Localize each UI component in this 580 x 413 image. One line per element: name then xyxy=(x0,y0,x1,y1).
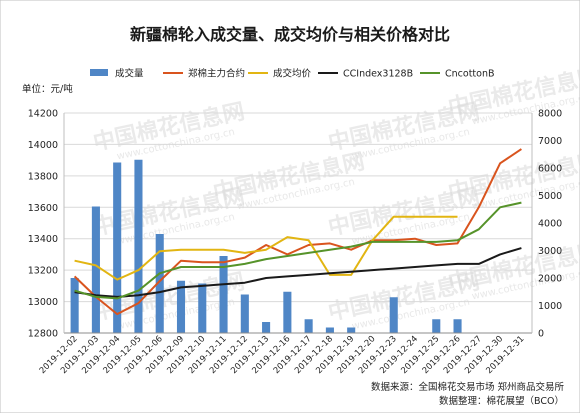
y-right-tick-label: 7000 xyxy=(538,136,562,147)
data-source-text: 数据来源：全国棉花交易市场 郑州商品交易所 xyxy=(371,381,565,393)
line-series-group xyxy=(73,148,522,316)
legend-swatch xyxy=(90,69,108,76)
legend-label: CncottonB xyxy=(445,69,495,80)
y-right-tick-label: 3000 xyxy=(538,246,562,257)
y-axis-unit-label: 单位：元/吨 xyxy=(22,83,73,95)
y-right-tick-label: 2000 xyxy=(538,274,562,285)
bar xyxy=(134,159,143,333)
bar xyxy=(70,278,79,333)
bar xyxy=(432,319,441,333)
y-right-tick-label: 6000 xyxy=(538,164,562,175)
legend-label: 成交均价 xyxy=(273,68,312,80)
y-left-tick-label: 13000 xyxy=(28,297,58,308)
chart-title: 新疆棉轮入成交量、成交均价与相关价格对比 xyxy=(130,25,450,44)
y-left-tick-label: 14000 xyxy=(28,140,58,151)
y-left-tick-label: 13200 xyxy=(28,266,58,277)
legend: 成交量 郑棉主力合约 成交均价 CCIndex3128B CncottonB xyxy=(90,68,495,80)
legend-label: 成交量 xyxy=(115,68,144,80)
bar xyxy=(240,294,249,333)
bar xyxy=(176,280,186,333)
y-right-tick-label: 0 xyxy=(538,329,544,340)
bar xyxy=(453,319,462,333)
bar xyxy=(325,327,334,333)
bar xyxy=(91,206,100,333)
y-left-tick-label: 13400 xyxy=(28,234,58,245)
y-left-tick-label: 12800 xyxy=(28,329,58,340)
bar xyxy=(304,319,313,333)
y-right-tick-label: 5000 xyxy=(538,191,562,202)
bar xyxy=(113,162,122,333)
y-left-tick-label: 14200 xyxy=(28,109,58,120)
bar xyxy=(219,256,228,333)
y-right-tick-label: 1000 xyxy=(538,301,562,312)
series-line xyxy=(74,215,458,281)
legend-label: CCIndex3128B xyxy=(343,69,413,80)
data-compiler-text: 数据整理：棉花展望（BCO） xyxy=(439,395,564,407)
bar xyxy=(262,322,271,333)
bar xyxy=(283,291,292,333)
bar xyxy=(155,234,164,333)
bar xyxy=(389,297,398,333)
bar xyxy=(198,283,207,333)
y-left-tick-label: 13800 xyxy=(28,171,58,182)
bar-series xyxy=(70,159,462,333)
y-right-tick-label: 8000 xyxy=(538,109,562,120)
bar xyxy=(347,327,356,333)
y-left-tick-label: 13600 xyxy=(28,203,58,214)
y-right-tick-label: 4000 xyxy=(538,219,562,230)
series-line xyxy=(74,247,522,298)
legend-label: 郑棉主力合约 xyxy=(188,68,245,80)
series-line xyxy=(73,148,522,316)
series-line xyxy=(74,201,522,300)
